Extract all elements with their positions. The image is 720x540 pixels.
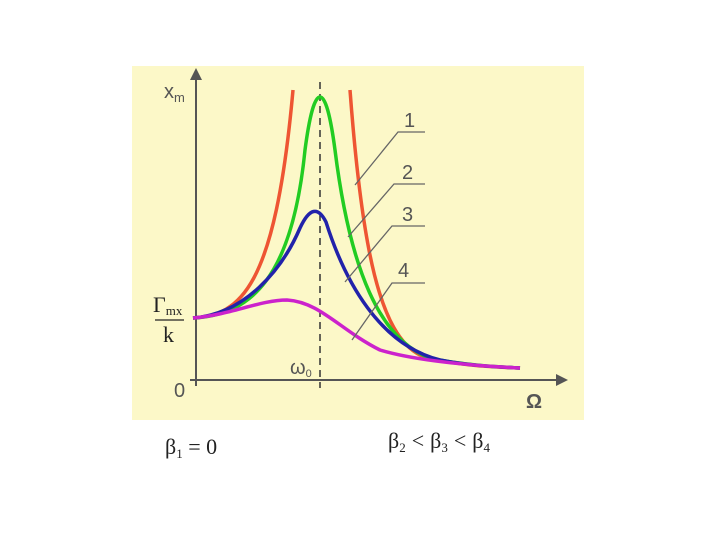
caption-left: β1 = 0 (165, 434, 217, 461)
x-label: Ω (526, 391, 542, 413)
leader-2 (347, 183, 425, 238)
caption-main: β (430, 428, 441, 453)
caption-sub: 1 (176, 446, 183, 461)
caption-sub: 3 (441, 440, 448, 455)
curve-label: 1 (404, 110, 415, 132)
caption-sub: 2 (399, 440, 406, 455)
resonance-main: ω (290, 357, 306, 379)
x-arrow (556, 374, 568, 386)
numerator-main: Γ (153, 292, 166, 317)
curve-label: 3 (402, 204, 413, 226)
static-denominator: k (163, 322, 174, 347)
leader-1 (354, 131, 425, 186)
caption-sub: 4 (483, 440, 490, 455)
y-label-sub: m (174, 90, 185, 105)
caption-main: β (472, 428, 483, 453)
resonance-label: ω0 (290, 357, 312, 380)
y-label: xm (164, 81, 185, 105)
origin-label: 0 (174, 380, 185, 402)
y-arrow (190, 68, 202, 80)
curve-4 (192, 298, 521, 370)
caption-main: β (388, 428, 399, 453)
plot-background (132, 66, 584, 420)
caption-separator: < (454, 428, 466, 453)
caption-separator: < (412, 428, 424, 453)
caption-main: β (165, 434, 176, 459)
resonance-sub: 0 (306, 368, 312, 380)
curve-label: 2 (402, 162, 413, 184)
static-numerator: Γmx (153, 292, 183, 318)
caption-rest: = 0 (183, 434, 217, 459)
caption-right: β2 < β3 < β4 (388, 428, 490, 455)
leader-4 (351, 282, 425, 341)
y-label-main: x (164, 81, 174, 103)
numerator-sub: mx (166, 303, 183, 318)
curve-label: 4 (398, 260, 409, 282)
leader-3 (344, 225, 425, 283)
